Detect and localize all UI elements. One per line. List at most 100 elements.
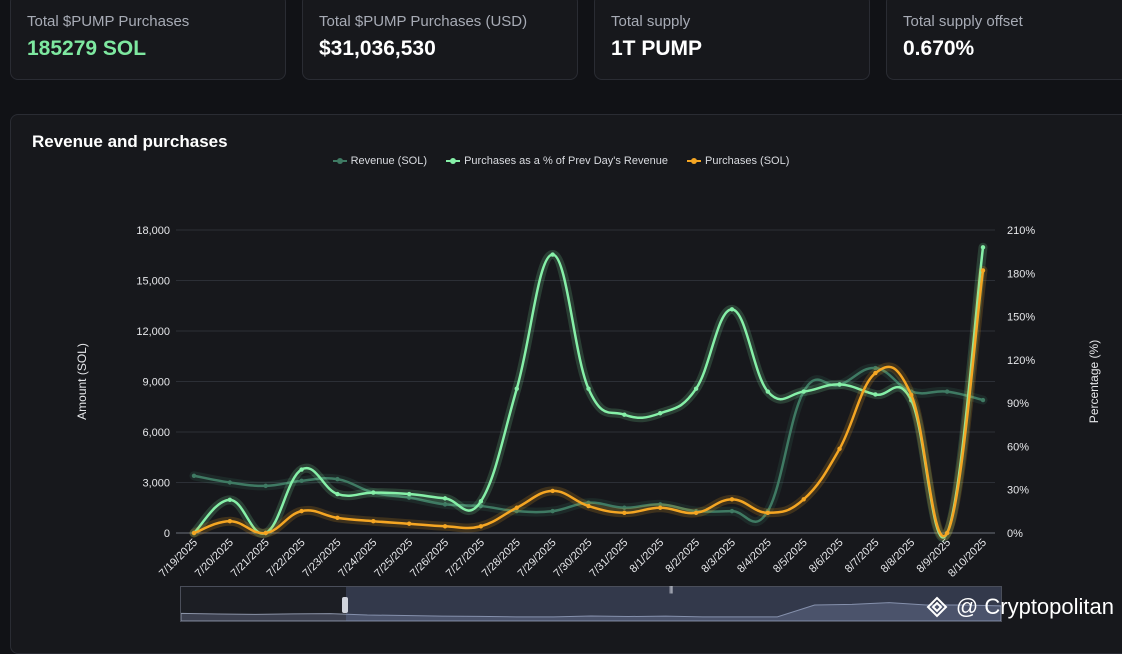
y-left-tick-label: 18,000 [136,225,170,237]
x-tick-label: 8/8/2025 [879,537,918,576]
y-right-tick-label: 90% [1007,398,1029,410]
zoom-grip-icon[interactable]: ||| [669,585,673,594]
x-tick-label: 8/7/2025 [843,537,882,576]
data-point [622,510,627,515]
data-point [980,397,986,403]
data-point [478,524,484,529]
x-tick-label: 8/4/2025 [735,537,774,576]
zoom-preview-area [181,602,1001,621]
series-glow-2 [189,265,988,541]
y-left-axis-title: Amount (SOL) [75,343,89,420]
data-point [729,497,735,502]
data-point [801,497,806,502]
legend-swatch [446,158,461,164]
x-tick-label: 8/6/2025 [807,537,846,576]
stat-value: 0.670% [903,37,975,60]
data-point [873,365,878,371]
stat-card-purchases-sol: Total $PUMP Purchases 185279 SOL [10,0,286,80]
zoom-selected-range[interactable] [346,587,1001,621]
data-point [586,386,591,391]
data-point [622,412,627,417]
data-point [622,505,627,510]
data-point [191,530,197,536]
data-point [227,519,233,524]
data-point [765,510,771,515]
watermark-text: @ Cryptopolitan [955,594,1114,619]
chart-legend: Revenue (SOL) Purchases as a % of Prev D… [0,153,1122,167]
x-tick-label: 7/31/2025 [587,537,630,580]
y-right-tick-label: 30% [1007,485,1029,497]
data-point [729,508,735,514]
data-point [263,530,268,536]
data-point [227,480,233,485]
data-point [909,392,914,398]
data-point [586,503,591,509]
legend-item-purchases[interactable]: Purchases (SOL) [687,155,789,167]
data-point [873,370,878,376]
data-point [371,490,376,495]
y-right-tick-label: 60% [1007,441,1029,453]
data-point [263,483,268,489]
data-point [299,478,304,484]
stat-value: 1T PUMP [611,37,703,60]
data-point [550,252,555,257]
data-point [837,446,842,452]
data-point [658,411,663,416]
legend-label: Purchases as a % of Prev Day's Revenue [464,155,668,167]
y-left-tick-label: 15,000 [136,276,170,288]
x-tick-label: 8/1/2025 [628,537,667,576]
stat-label: Total supply [611,13,691,30]
data-point [442,496,448,501]
x-tick-label: 8/5/2025 [771,537,810,576]
data-point [371,519,376,524]
y-right-tick-label: 120% [1007,355,1035,367]
data-point [980,245,986,250]
legend-label: Purchases (SOL) [705,155,790,167]
x-tick-label: 8/10/2025 [946,537,989,580]
data-point [442,502,448,507]
data-point [658,502,663,507]
data-point [442,524,448,529]
stat-label: Total $PUMP Purchases [27,13,190,30]
stat-card-purchases-usd: Total $PUMP Purchases (USD) $31,036,530 [302,0,578,80]
legend-label: Revenue (SOL) [350,155,428,167]
line-chart: 0 3,000 6,000 9,000 12,000 15,000 18,000 0% 30% 6… [75,225,1101,580]
data-point [478,499,484,504]
y-left-tick-label: 3,000 [142,478,170,490]
zoom-slider[interactable]: ||| [180,585,1002,622]
y-left-tick-label: 6,000 [142,427,170,439]
data-point [729,307,735,312]
data-point [765,389,771,394]
data-point [693,510,699,515]
stat-card-supply-offset: Total supply offset 0.670% [886,0,1122,80]
y-right-tick-label: 180% [1007,268,1035,280]
data-point [693,386,699,391]
y-left-tick-label: 12,000 [136,326,170,338]
data-point [299,467,304,472]
x-tick-label: 8/3/2025 [699,537,738,576]
data-point [550,508,555,514]
chart-title: Revenue and purchases [32,132,228,151]
data-point [586,500,591,505]
data-point [478,503,484,509]
data-point [406,491,412,497]
legend-swatch [332,158,347,164]
zoom-handle[interactable] [342,597,348,613]
y-right-tick-label: 0% [1007,528,1023,540]
data-point [514,508,519,514]
legend-item-revenue[interactable]: Revenue (SOL) [332,155,428,167]
data-point [335,491,340,497]
stat-label: Total supply offset [903,13,1023,30]
legend-item-purchase-pct[interactable]: Purchases as a % of Prev Day's Revenue [446,155,668,167]
y-left-tick-label: 0 [164,528,170,540]
data-point [191,473,197,478]
data-point [514,386,519,391]
data-point [514,505,519,510]
data-point [550,488,555,494]
stat-value: $31,036,530 [319,37,436,60]
data-point [837,382,842,387]
data-point [658,505,663,510]
data-point [406,521,412,526]
cryptopolitan-logo-icon [926,596,948,618]
series-line-0 [192,366,985,523]
